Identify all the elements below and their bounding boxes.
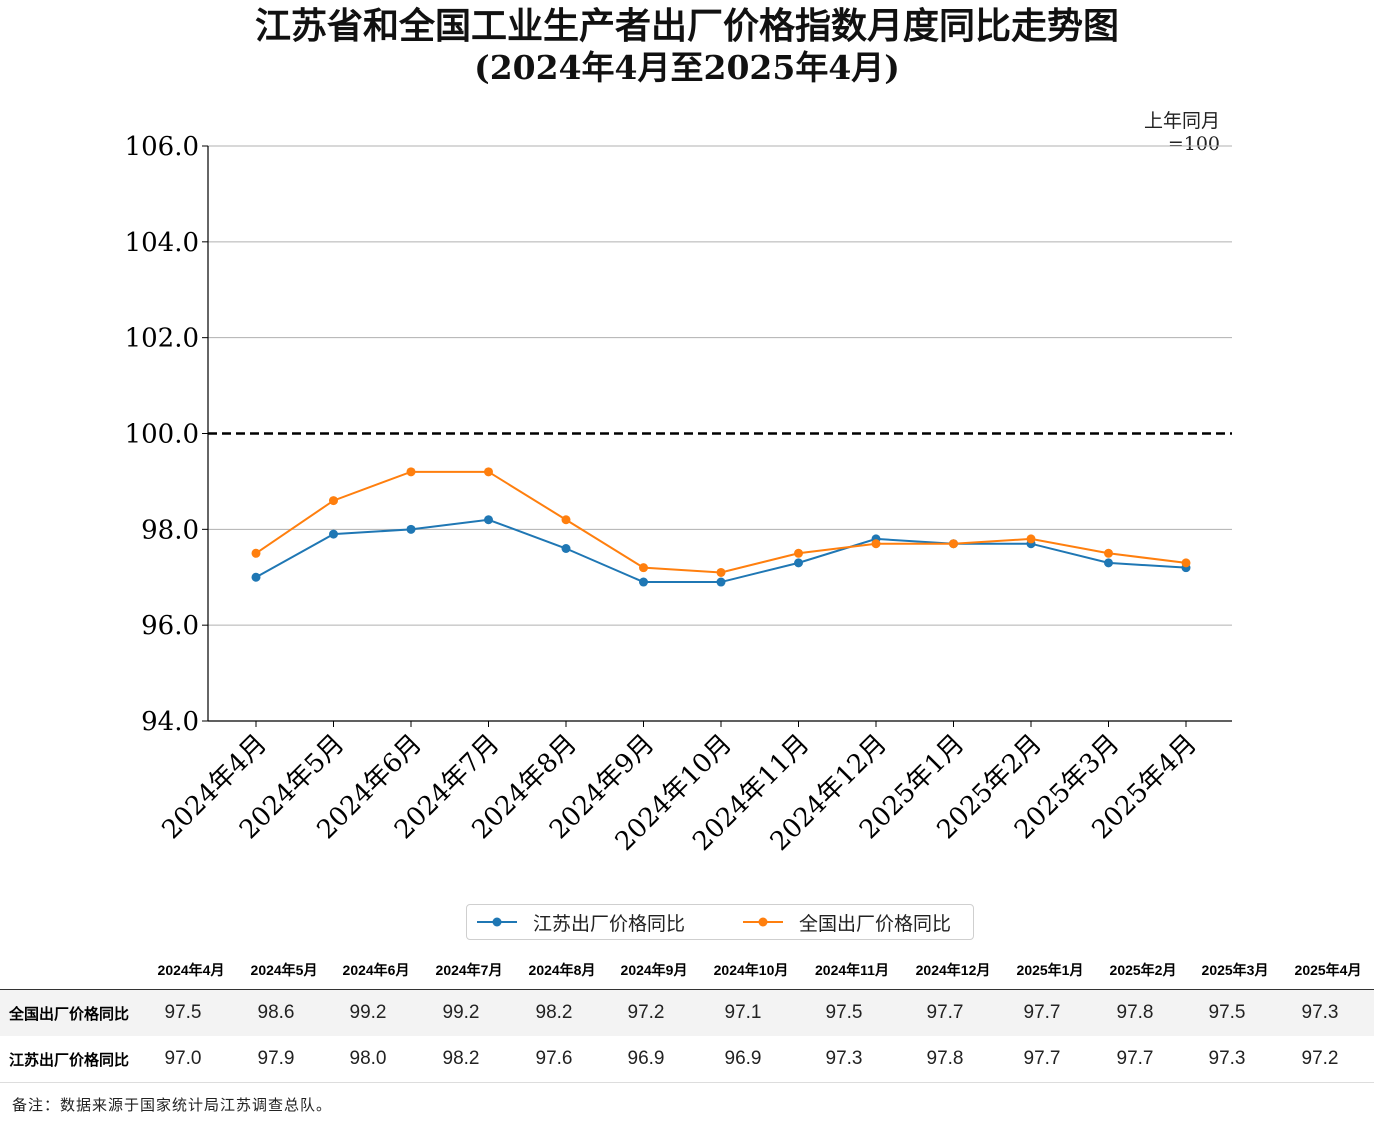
table-header-row: 2024年4月 2024年5月 2024年6月 2024年7月 2024年8月 2024年… <box>0 951 1374 990</box>
y-tick-label: 98.0 <box>141 515 199 545</box>
legend-item-jiangsu: 江苏出厂价格同比 <box>475 905 685 939</box>
data-point <box>639 577 648 587</box>
data-point <box>251 572 261 582</box>
data-point <box>871 539 881 549</box>
y-tick-label: 104.0 <box>125 228 199 258</box>
legend-label-jiangsu: 江苏出厂价格同比 <box>533 912 686 935</box>
table-cell: 97.5 <box>825 1002 863 1023</box>
y-tick-label: 94.0 <box>141 707 199 737</box>
data-point <box>561 515 571 525</box>
table-cell: 97.3 <box>1208 1048 1246 1069</box>
chart-title: 江苏省和全国工业生产者出厂价格指数月度同比走势图 <box>254 5 1119 47</box>
table-header-cell: 2025年1月 <box>1016 962 1084 978</box>
data-point <box>329 529 338 539</box>
footnote: 备注：数据来源于国家统计局江苏调查总队。 <box>12 1096 333 1114</box>
table-cell: 97.7 <box>1023 1002 1061 1023</box>
table-cell: 97.2 <box>627 1002 665 1023</box>
table-header-cell: 2024年10月 <box>713 962 789 978</box>
table-cell: 97.7 <box>1116 1048 1154 1069</box>
table-header-cell: 2024年4月 <box>157 962 225 978</box>
y-tick-label: 106.0 <box>125 132 199 162</box>
legend-marker-jiangsu <box>477 917 517 927</box>
legend: 江苏出厂价格同比 全国出厂价格同比 <box>466 904 974 940</box>
table-cell: 97.2 <box>1301 1048 1339 1069</box>
table-cell: 97.9 <box>257 1048 295 1069</box>
row-label: 全国出厂价格同比 <box>9 1004 130 1023</box>
x-tick-labels: 2024年4月2024年5月2024年6月2024年7月2024年8月2024年… <box>156 729 1202 857</box>
series-lines <box>251 467 1191 587</box>
data-point <box>329 496 338 506</box>
data-point <box>794 558 803 568</box>
y-tick-label: 100.0 <box>125 420 199 450</box>
table-header-cell: 2025年2月 <box>1109 962 1177 978</box>
y-tick-label: 96.0 <box>141 611 199 641</box>
y-tick-label: 102.0 <box>125 324 199 354</box>
table-cell: 98.0 <box>349 1048 387 1069</box>
table-cell: 97.7 <box>926 1002 964 1023</box>
table-cell: 97.6 <box>535 1048 573 1069</box>
table-cell: 97.8 <box>1116 1002 1154 1023</box>
data-point <box>406 467 416 477</box>
data-point <box>406 524 416 534</box>
data-point <box>1026 534 1036 544</box>
row-label: 江苏出厂价格同比 <box>9 1050 130 1069</box>
table-cell: 98.2 <box>535 1002 573 1023</box>
data-point <box>639 563 648 573</box>
line-chart: 94.0 96.0 98.0 100.0 102.0 104.0 106.0 2024年4月… <box>125 132 1232 857</box>
table-cell: 97.5 <box>1208 1002 1246 1023</box>
data-point <box>949 539 958 549</box>
table-header-cell: 2024年9月 <box>620 962 688 978</box>
table-cell: 97.1 <box>724 1002 762 1023</box>
table-cell: 97.5 <box>164 1002 202 1023</box>
series-line-1 <box>255 470 1187 574</box>
chart-subtitle: (2024年4月至2025年4月) <box>474 48 900 87</box>
legend-item-national: 全国出厂价格同比 <box>741 905 951 939</box>
data-point <box>716 567 726 577</box>
data-point <box>1104 548 1113 558</box>
grid-lines <box>208 145 1232 626</box>
table-cell: 96.9 <box>724 1048 762 1069</box>
table-cell: 99.2 <box>442 1002 480 1023</box>
table-row: 全国出厂价格同比 97.5 98.6 99.2 99.2 98.2 97.2 97.1 97.… <box>0 990 1374 1036</box>
legend-label-national: 全国出厂价格同比 <box>799 912 952 935</box>
y-tick-labels: 94.0 96.0 98.0 100.0 102.0 104.0 106.0 <box>125 132 199 737</box>
data-point <box>1181 558 1191 568</box>
data-point <box>561 544 571 553</box>
table-header-cell: 2024年12月 <box>915 962 991 978</box>
data-point <box>794 548 803 558</box>
table-cell: 97.3 <box>825 1048 863 1069</box>
data-point <box>716 577 726 587</box>
table-header-cell: 2024年7月 <box>435 962 503 978</box>
table-header-cell: 2025年3月 <box>1201 962 1269 978</box>
table-header-cell: 2024年6月 <box>342 962 410 978</box>
data-table: 2024年4月 2024年5月 2024年6月 2024年7月 2024年8月 2024年… <box>0 951 1374 1083</box>
data-point <box>1104 558 1113 568</box>
table-header-cell: 2024年8月 <box>528 962 596 978</box>
table-cell: 97.8 <box>926 1048 964 1069</box>
table-cell: 96.9 <box>627 1048 665 1069</box>
table-cell: 97.7 <box>1023 1048 1061 1069</box>
legend-marker-national <box>743 917 783 927</box>
data-point <box>251 548 261 558</box>
table-header-cell: 2025年4月 <box>1294 962 1362 978</box>
table-row: 江苏出厂价格同比 97.0 97.9 98.0 98.2 97.6 96.9 96.9 97.… <box>0 1036 1374 1083</box>
axes <box>202 145 1232 727</box>
table-header-cell: 2024年5月 <box>250 962 318 978</box>
table-cell: 97.3 <box>1301 1002 1339 1023</box>
table-cell: 99.2 <box>349 1002 387 1023</box>
data-point <box>484 467 493 477</box>
table-cell: 98.6 <box>257 1002 295 1023</box>
data-point <box>484 515 493 525</box>
table-cell: 97.0 <box>164 1048 202 1069</box>
table-cell: 98.2 <box>442 1048 480 1069</box>
table-header-cell: 2024年11月 <box>815 962 889 978</box>
unit-note: 上年同月=100 <box>1143 110 1220 155</box>
